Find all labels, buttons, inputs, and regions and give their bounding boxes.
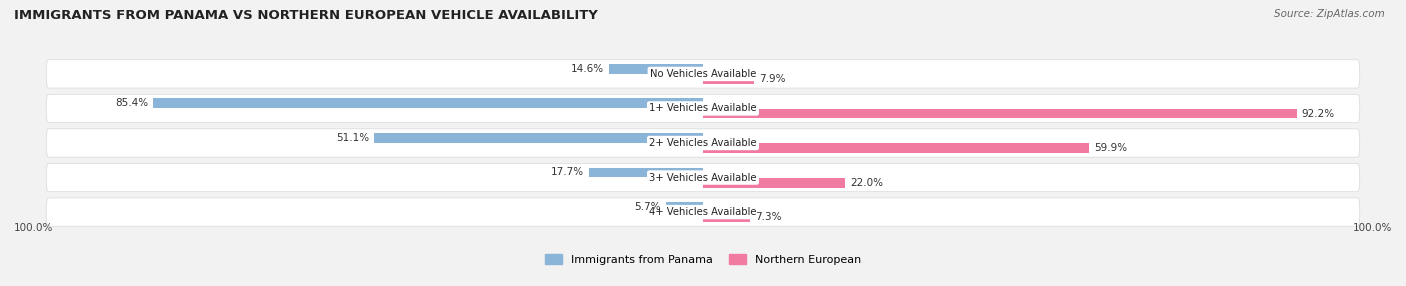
FancyBboxPatch shape — [46, 94, 1360, 123]
Text: 2+ Vehicles Available: 2+ Vehicles Available — [650, 138, 756, 148]
Bar — [153, 98, 703, 108]
Text: 7.3%: 7.3% — [755, 212, 782, 222]
Text: IMMIGRANTS FROM PANAMA VS NORTHERN EUROPEAN VEHICLE AVAILABILITY: IMMIGRANTS FROM PANAMA VS NORTHERN EUROP… — [14, 9, 598, 21]
Text: 92.2%: 92.2% — [1302, 109, 1334, 119]
Bar — [589, 168, 703, 177]
Text: No Vehicles Available: No Vehicles Available — [650, 69, 756, 79]
Text: 22.0%: 22.0% — [849, 178, 883, 188]
Bar — [703, 143, 1088, 153]
Bar — [703, 74, 754, 84]
Bar — [703, 109, 1296, 118]
Text: 17.7%: 17.7% — [551, 167, 583, 177]
FancyBboxPatch shape — [46, 60, 1360, 88]
Text: 59.9%: 59.9% — [1094, 143, 1128, 153]
Text: 100.0%: 100.0% — [1353, 223, 1392, 233]
Text: 1+ Vehicles Available: 1+ Vehicles Available — [650, 104, 756, 114]
Bar — [703, 212, 749, 222]
Bar — [374, 133, 703, 143]
Text: 51.1%: 51.1% — [336, 133, 368, 143]
Text: 14.6%: 14.6% — [571, 64, 603, 74]
FancyBboxPatch shape — [46, 198, 1360, 226]
Text: 85.4%: 85.4% — [115, 98, 148, 108]
Text: 5.7%: 5.7% — [634, 202, 661, 212]
Text: 4+ Vehicles Available: 4+ Vehicles Available — [650, 207, 756, 217]
Bar — [666, 202, 703, 212]
FancyBboxPatch shape — [46, 129, 1360, 157]
FancyBboxPatch shape — [46, 163, 1360, 192]
Bar — [609, 64, 703, 74]
Legend: Immigrants from Panama, Northern European: Immigrants from Panama, Northern Europea… — [540, 250, 866, 269]
Text: 3+ Vehicles Available: 3+ Vehicles Available — [650, 172, 756, 182]
Bar — [703, 178, 845, 188]
Text: 7.9%: 7.9% — [759, 74, 786, 84]
Text: Source: ZipAtlas.com: Source: ZipAtlas.com — [1274, 9, 1385, 19]
Text: 100.0%: 100.0% — [14, 223, 53, 233]
